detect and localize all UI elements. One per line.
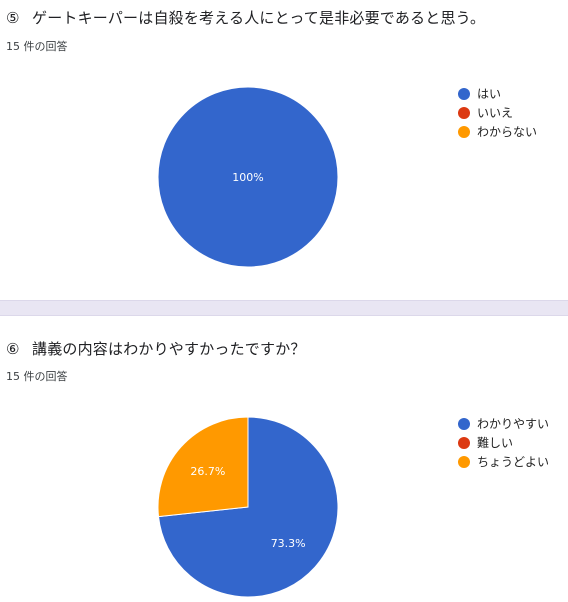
section-divider: [0, 300, 568, 316]
legend-label: わかりやすい: [477, 417, 550, 431]
legend-item-yes[interactable]: はい: [458, 84, 537, 103]
slice-label: 100%: [232, 171, 263, 184]
legend-item-unknown[interactable]: わからない: [458, 122, 537, 141]
question-card-6: ⑥ 講義の内容はわかりやすかったですか？ 15 件の回答 73.3% 26.7% わ…: [0, 316, 568, 602]
question-text: 講義の内容はわかりやすかったですか？: [32, 340, 306, 358]
pie-chart: 100%: [157, 86, 339, 268]
legend-label: わからない: [477, 125, 538, 139]
legend-swatch: [458, 436, 470, 449]
chart-legend: わかりやすい 難しい ちょうどよい: [458, 414, 549, 471]
question-title: ⑤ ゲートキーパーは自殺を考える人にとって是非必要であると思う。: [6, 7, 485, 28]
pie-slice[interactable]: [157, 416, 249, 518]
response-count: 15 件の回答: [6, 370, 68, 383]
legend-swatch: [458, 417, 470, 430]
question-number: ⑥: [6, 340, 20, 358]
pie-chart: 73.3% 26.7%: [157, 416, 339, 598]
legend-swatch: [458, 125, 470, 138]
response-count: 15 件の回答: [6, 40, 68, 53]
legend-label: ちょうどよい: [477, 455, 550, 469]
legend-item-no[interactable]: いいえ: [458, 103, 537, 122]
pie-slice[interactable]: [157, 86, 339, 268]
legend-swatch: [458, 455, 470, 468]
legend-item-just-right[interactable]: ちょうどよい: [458, 452, 549, 471]
question-number: ⑤: [6, 9, 20, 27]
question-title: ⑥ 講義の内容はわかりやすかったですか？: [6, 338, 306, 359]
question-card-5: ⑤ ゲートキーパーは自殺を考える人にとって是非必要であると思う。 15 件の回答 …: [0, 0, 568, 300]
legend-label: はい: [477, 87, 502, 101]
chart-legend: はい いいえ わからない: [458, 84, 537, 141]
slice-label: 73.3%: [271, 537, 306, 550]
legend-item-difficult[interactable]: 難しい: [458, 433, 549, 452]
legend-swatch: [458, 106, 470, 119]
legend-item-easy[interactable]: わかりやすい: [458, 414, 549, 433]
slice-label: 26.7%: [190, 465, 225, 478]
legend-label: 難しい: [477, 436, 514, 450]
legend-label: いいえ: [477, 106, 514, 120]
legend-swatch: [458, 87, 470, 100]
question-text: ゲートキーパーは自殺を考える人にとって是非必要であると思う。: [32, 9, 486, 27]
